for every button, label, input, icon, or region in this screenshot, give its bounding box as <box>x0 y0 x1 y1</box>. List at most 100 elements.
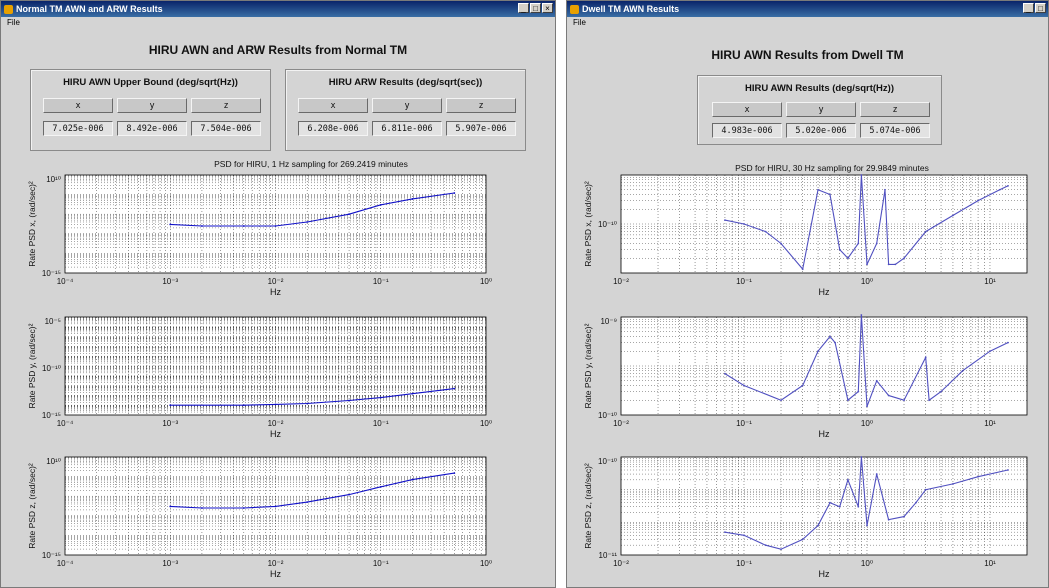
data-point <box>743 534 745 537</box>
plot-area <box>620 174 1028 274</box>
data-point <box>977 475 979 478</box>
y-axis-label: Rate PSD y, (rad/sec)² <box>583 323 593 408</box>
x-tick-label: 10⁻¹ <box>373 277 389 286</box>
data-point <box>764 230 767 233</box>
data-point <box>724 531 726 534</box>
y-axis-label: Rate PSD x, (rad/sec)² <box>583 181 593 267</box>
minimize-button[interactable]: _ <box>1023 3 1034 13</box>
header-x: x <box>43 98 113 113</box>
y-tick-label: 10⁻¹⁵ <box>42 551 61 560</box>
y-axis-label: Rate PSD x, (rad/sec)² <box>27 181 37 267</box>
y-tick-label: 10⁻¹¹ <box>599 551 618 560</box>
y-tick-label: 10¹⁰ <box>46 175 61 184</box>
data-point <box>887 518 890 521</box>
series-line <box>724 314 1009 407</box>
x-tick-label: 10⁻² <box>613 419 629 428</box>
menu-file[interactable]: File <box>7 18 20 27</box>
dwell-tm-window: Dwell TM AWN Results _ □ File HIRU AWN R… <box>566 0 1049 588</box>
minimize-button[interactable]: _ <box>518 3 529 13</box>
data-point <box>379 203 382 206</box>
data-point <box>348 493 350 496</box>
data-point <box>875 242 878 245</box>
x-tick-label: 10¹ <box>984 419 996 428</box>
y-tick-label: 10⁻¹⁵ <box>42 269 61 278</box>
data-point <box>306 402 309 405</box>
panel-title: HIRU AWN Results (deg/sqrt(Hz)) <box>744 83 894 94</box>
y-tick-label: 10⁻⁹ <box>600 317 617 326</box>
menu-file[interactable]: File <box>573 18 586 27</box>
x-axis-label: Hz <box>270 429 281 439</box>
data-point <box>857 242 860 245</box>
menu-bar: File <box>567 17 1048 28</box>
page-title: HIRU AWN and ARW Results from Normal TM <box>148 43 408 57</box>
plot-title: PSD for HIRU, 30 Hz sampling for 29.9849… <box>735 163 929 173</box>
data-point <box>834 341 836 344</box>
value-x: 6.208e-006 <box>298 121 368 136</box>
data-point <box>379 396 382 399</box>
psd-chart-3: 10⁻² 10⁻¹ 10⁰ 10¹ 10⁻¹⁰ Hz Rate PSD x, (rad/se… <box>583 174 1028 297</box>
window-titlebar[interactable]: Normal TM AWN and ARW Results _ □ × <box>1 1 555 17</box>
psd-chart-2: 10⁻⁴ 10⁻³ 10⁻² 10⁻¹ 10⁰ 10¹⁰ 10⁻¹⁵ Hz Rate PSD z… <box>27 456 492 579</box>
data-point <box>817 524 819 527</box>
data-point <box>860 456 863 458</box>
data-point <box>829 501 831 504</box>
data-point <box>838 505 841 508</box>
data-point <box>780 548 782 551</box>
data-point <box>924 488 927 491</box>
window-title: Dwell TM AWN Results <box>582 4 680 14</box>
data-point <box>242 507 245 509</box>
data-point <box>274 225 277 227</box>
x-axis-label: Hz <box>819 429 830 439</box>
x-axis-label: Hz <box>819 569 830 579</box>
psd-chart-1: 10⁻⁴ 10⁻³ 10⁻² 10⁻¹ 10⁰ 10⁻⁵ 10⁻¹⁰ 10⁻¹⁵ Hz Rate … <box>27 316 492 439</box>
maximize-button[interactable]: □ <box>530 3 541 13</box>
x-tick-label: 10⁰ <box>480 419 492 428</box>
y-tick-label: 10⁻¹⁰ <box>598 220 617 229</box>
data-point <box>903 515 905 518</box>
series-line <box>170 388 455 406</box>
data-point <box>857 390 860 393</box>
x-tick-label: 10⁻⁴ <box>57 419 74 428</box>
x-tick-label: 10⁰ <box>861 277 873 286</box>
close-button[interactable]: × <box>542 3 553 13</box>
y-axis-label: Rate PSD z, (rad/sec)² <box>583 463 593 549</box>
data-point <box>887 263 890 266</box>
data-point <box>952 483 954 485</box>
value-z: 7.504e-006 <box>191 121 261 136</box>
data-point <box>860 174 863 176</box>
awn-panel: HIRU AWN Results (deg/sqrt(Hz)) x y z 4.… <box>697 75 942 145</box>
x-tick-label: 10⁻² <box>613 277 629 286</box>
series-line <box>724 174 1009 271</box>
data-point <box>924 230 927 233</box>
data-point <box>894 263 897 266</box>
data-point <box>724 219 726 222</box>
y-tick-label: 10¹⁰ <box>46 457 61 466</box>
x-axis-label: Hz <box>819 287 830 297</box>
data-point <box>453 192 456 194</box>
x-tick-label: 10⁻¹ <box>373 559 389 568</box>
header-z: z <box>446 98 516 113</box>
x-tick-label: 10¹ <box>984 277 996 286</box>
matlab-icon <box>570 4 579 14</box>
value-z: 5.907e-006 <box>446 121 516 136</box>
data-point <box>764 544 767 547</box>
data-point <box>411 478 414 481</box>
data-point <box>875 379 878 382</box>
data-point <box>838 248 841 251</box>
arw-panel: HIRU ARW Results (deg/sqrt(sec)) x y z 6… <box>285 69 526 151</box>
window-title: Normal TM AWN and ARW Results <box>16 4 163 14</box>
data-point <box>989 350 991 353</box>
data-point <box>1007 469 1009 471</box>
data-point <box>743 223 745 225</box>
data-point <box>453 472 456 475</box>
data-point <box>411 392 414 395</box>
maximize-button[interactable]: □ <box>1035 3 1046 13</box>
y-axis-label: Rate PSD z, (rad/sec)² <box>27 463 37 549</box>
window-titlebar[interactable]: Dwell TM AWN Results _ □ <box>567 1 1048 17</box>
data-point <box>306 221 309 223</box>
data-point <box>780 242 782 245</box>
menu-bar: File <box>1 17 555 28</box>
data-point <box>780 399 782 402</box>
y-tick-label: 10⁻¹⁵ <box>42 411 61 420</box>
data-point <box>201 507 203 509</box>
